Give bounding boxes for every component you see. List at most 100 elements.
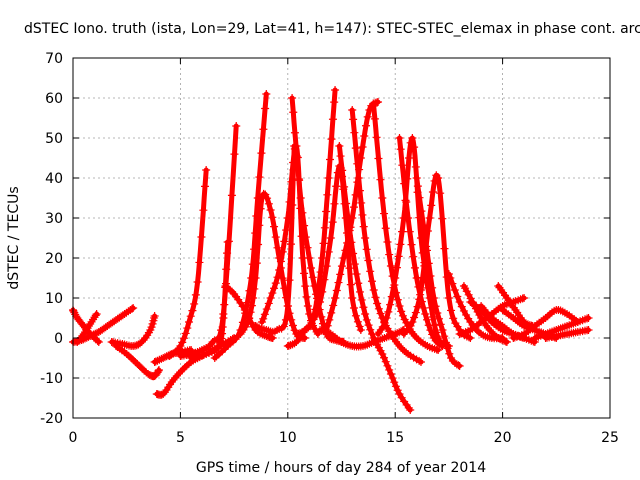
data-point xyxy=(422,246,431,255)
data-point xyxy=(224,284,233,293)
x-tick-label: 15 xyxy=(386,430,404,446)
data-point xyxy=(446,273,455,282)
data-point xyxy=(404,154,413,162)
data-point xyxy=(324,247,333,256)
data-point xyxy=(306,264,315,273)
data-point xyxy=(431,336,440,345)
data-point xyxy=(270,284,279,293)
data-point xyxy=(415,295,424,304)
y-tick-label: 70 xyxy=(45,51,63,67)
data-point xyxy=(84,322,93,331)
data-point xyxy=(93,336,102,345)
data-point xyxy=(323,321,332,330)
data-point xyxy=(324,174,333,182)
data-point xyxy=(464,333,473,342)
data-point xyxy=(199,206,208,215)
data-point xyxy=(283,302,292,310)
data-point xyxy=(498,336,507,345)
data-point xyxy=(436,320,445,329)
data-point xyxy=(357,198,366,207)
data-point xyxy=(210,354,219,362)
data-point xyxy=(327,135,336,144)
data-point xyxy=(348,214,357,222)
data-point xyxy=(440,244,449,253)
data-point xyxy=(260,310,269,319)
y-tick-label: 0 xyxy=(54,331,63,347)
data-point xyxy=(353,317,362,326)
data-point xyxy=(445,349,454,358)
series-layer xyxy=(69,86,593,414)
data-point xyxy=(410,263,419,272)
y-tick-label: 30 xyxy=(45,211,63,227)
data-point xyxy=(392,263,401,272)
data-point xyxy=(349,115,358,124)
data-point xyxy=(395,302,404,310)
data-point xyxy=(395,134,404,142)
data-point xyxy=(438,214,447,223)
data-point xyxy=(89,330,98,339)
data-point xyxy=(255,173,264,182)
data-point xyxy=(328,115,337,124)
data-point xyxy=(243,318,252,327)
data-point xyxy=(270,222,279,231)
data-point xyxy=(346,280,355,289)
data-point xyxy=(381,224,390,233)
data-point xyxy=(190,299,199,308)
data-point xyxy=(477,302,486,310)
data-point xyxy=(178,338,187,347)
series-arc-27 xyxy=(412,174,464,370)
data-point xyxy=(249,294,258,303)
data-point xyxy=(94,338,103,346)
data-point xyxy=(406,138,415,147)
data-point xyxy=(448,279,457,288)
data-point xyxy=(381,357,390,366)
data-point xyxy=(416,358,425,366)
data-point xyxy=(201,182,210,191)
data-point xyxy=(335,142,344,150)
data-point xyxy=(311,311,320,320)
data-point xyxy=(354,174,363,182)
data-point xyxy=(154,366,163,374)
data-point xyxy=(396,240,405,249)
series-arc-06 xyxy=(152,334,239,399)
data-point xyxy=(376,346,385,355)
data-point xyxy=(406,406,415,414)
data-point xyxy=(186,312,195,321)
data-point xyxy=(355,186,364,195)
plot-frame xyxy=(72,57,611,419)
data-point xyxy=(424,321,433,330)
data-point xyxy=(386,262,395,270)
data-point xyxy=(413,182,422,191)
data-point xyxy=(354,279,363,288)
data-point xyxy=(216,338,225,347)
data-point xyxy=(361,310,370,318)
data-point xyxy=(427,201,436,210)
data-point xyxy=(366,325,375,334)
data-point xyxy=(279,322,288,331)
data-point xyxy=(271,279,280,288)
data-point xyxy=(169,375,178,384)
data-point xyxy=(261,190,270,199)
data-point xyxy=(426,272,435,281)
data-point xyxy=(349,303,358,312)
data-point xyxy=(322,207,331,216)
data-point xyxy=(91,311,100,320)
data-point xyxy=(273,243,282,252)
data-point xyxy=(326,155,335,164)
data-point xyxy=(266,206,275,214)
data-point xyxy=(84,332,93,341)
y-tick-label: -10 xyxy=(40,371,63,387)
data-point xyxy=(246,308,255,317)
data-point xyxy=(415,356,424,365)
data-point xyxy=(421,310,430,318)
data-point xyxy=(409,252,418,261)
data-point xyxy=(383,361,392,370)
y-tick-label: -20 xyxy=(40,411,63,427)
series-arc-03 xyxy=(73,310,101,346)
data-point xyxy=(358,142,367,151)
data-point xyxy=(263,194,272,203)
data-point xyxy=(391,382,400,391)
data-point xyxy=(183,324,192,333)
data-point xyxy=(316,298,325,306)
data-point xyxy=(300,221,309,230)
